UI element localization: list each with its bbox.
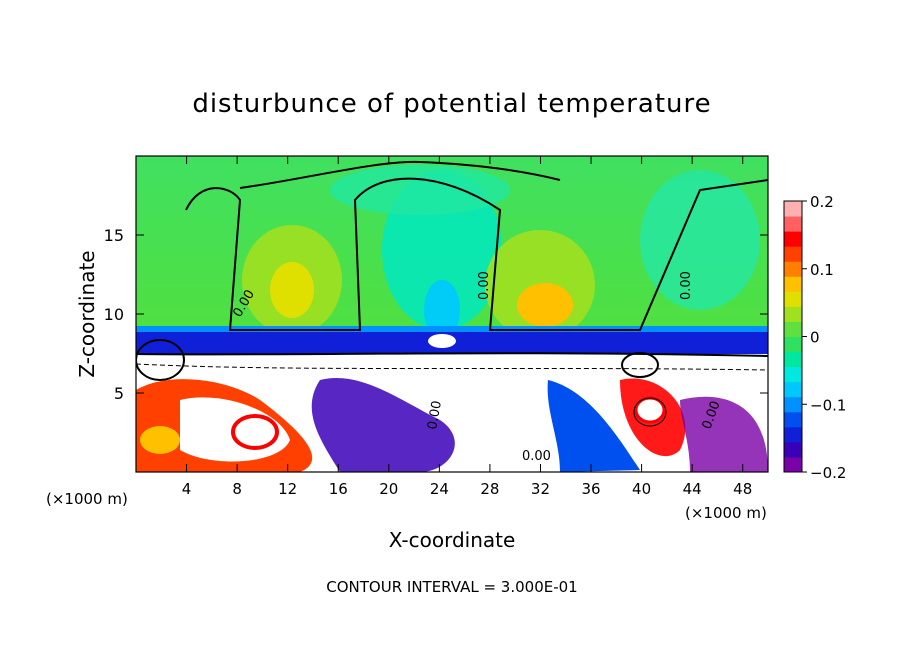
colorbar-swatch	[784, 396, 802, 413]
chart-title: disturbunce of potential temperature	[192, 89, 711, 119]
colorbar-swatch	[784, 351, 802, 368]
y-axis: 5 10 15	[104, 226, 768, 403]
x-tick-label: 16	[329, 480, 348, 498]
cool-plume-right	[640, 170, 760, 310]
x-axis: 4 8 12 16 20 24 28 32 36 40 44 48	[182, 156, 752, 498]
colorbar-swatch	[784, 246, 802, 262]
x-tick-label: 32	[531, 480, 550, 498]
colorbar-swatch	[784, 201, 802, 217]
cool-plume-top	[330, 165, 510, 215]
colorbar-swatch	[784, 336, 802, 353]
contour-ring-1	[136, 339, 185, 381]
cool-core	[424, 280, 460, 340]
x-axis-label: X-coordinate	[389, 528, 516, 552]
colorbar-tick-label: 0.1	[810, 261, 834, 279]
colorbar-swatch	[784, 426, 802, 443]
cold-band-spot	[428, 334, 456, 348]
colorbar-swatch	[784, 381, 802, 398]
contour-label: 0.00	[522, 449, 551, 464]
contour-ring-3	[633, 397, 667, 427]
x-tick-label: 8	[232, 480, 242, 498]
contour-ring-2	[621, 352, 659, 378]
contour-line-dashed	[136, 363, 768, 371]
mixing-eddy-3	[140, 426, 180, 454]
contour-label: 0.00	[477, 271, 492, 300]
x-tick-label: 12	[278, 480, 297, 498]
colorbar-swatch	[784, 456, 802, 473]
x-tick-label: 20	[379, 480, 398, 498]
x-tick-label: 28	[480, 480, 499, 498]
colorbar-tick-label: −0.1	[810, 396, 846, 414]
colorbar-tick-label: 0	[810, 329, 820, 347]
mixing-blob-7	[680, 396, 768, 472]
x-unit-left: (×1000 m)	[46, 490, 128, 508]
x-tick-label: 4	[182, 480, 192, 498]
colorbar-tick-label: −0.2	[810, 464, 846, 482]
x-tick-label: 36	[581, 480, 600, 498]
y-tick-label: 10	[104, 305, 124, 324]
mixing-blob-4	[453, 370, 560, 472]
x-unit-right: (×1000 m)	[685, 504, 767, 522]
colorbar-swatch	[784, 216, 802, 232]
mixing-eddy-2	[634, 396, 666, 424]
colorbar-swatch	[784, 276, 802, 292]
contour-line-left	[185, 177, 768, 331]
x-tick-label: 44	[683, 480, 702, 498]
contour-interval-note: CONTOUR INTERVAL = 3.000E-01	[326, 578, 577, 596]
mixing-blob-3	[311, 378, 455, 472]
colorbar-swatch	[784, 321, 802, 337]
colorbar-swatch	[784, 306, 802, 322]
colorbar-swatch	[784, 441, 802, 458]
cold-band-edge	[136, 326, 768, 332]
colorbar-swatch	[784, 411, 802, 428]
contour-label: 0.00	[425, 400, 445, 431]
x-tick-label: 48	[733, 480, 752, 498]
warm-cell-left-core	[270, 262, 314, 318]
colorbar-swatch	[784, 261, 802, 277]
mixing-eddy-1	[231, 414, 279, 450]
colorbar-swatch	[784, 231, 802, 247]
y-axis-label: Z-coordinate	[75, 250, 99, 377]
y-tick-label: 5	[114, 384, 124, 403]
x-tick-label: 24	[430, 480, 449, 498]
y-tick-label: 15	[104, 226, 124, 245]
colorbar-swatch	[784, 291, 802, 307]
mixing-blob-5	[547, 380, 640, 472]
x-tick-label: 40	[632, 480, 651, 498]
colorbar-swatch	[784, 366, 802, 383]
contour-line-base	[136, 352, 768, 357]
warm-cell-right-core	[517, 283, 573, 327]
colorbar: 0.2 0.1 0 −0.1 −0.2	[783, 193, 846, 482]
colorbar-tick-label: 0.2	[810, 193, 834, 211]
contour-line-top	[239, 160, 561, 189]
plot-area	[136, 156, 768, 472]
contour-label: 0.00	[679, 271, 694, 300]
